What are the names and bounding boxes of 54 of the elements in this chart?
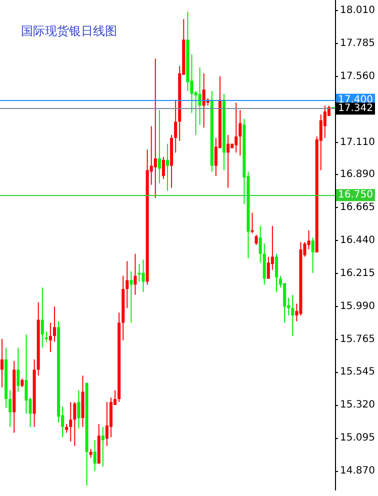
candlestick: [77, 390, 80, 429]
y-tick-label: 15.545: [340, 366, 376, 378]
candlestick: [166, 143, 170, 192]
candlestick: [138, 264, 141, 282]
candlestick: [130, 270, 133, 324]
candlestick: [274, 253, 278, 292]
candlestick: [202, 72, 206, 128]
candlestick: [101, 426, 104, 468]
candlestick: [158, 110, 161, 184]
candlestick: [8, 390, 12, 428]
y-tick-label: 17.110: [340, 136, 376, 148]
y-tick-label: 16.665: [340, 202, 376, 214]
y-tick-label: 15.990: [340, 301, 376, 312]
candlestick: [73, 401, 76, 446]
y-tick-label: 16.890: [340, 169, 376, 180]
candlestick: [0, 338, 4, 388]
candlestick: [16, 347, 20, 392]
text: 国际现货银日线图: [21, 24, 117, 38]
candlestick: [311, 237, 314, 274]
y-tick-label: 17.785: [340, 38, 376, 49]
y-tick-label: 16.215: [340, 268, 376, 280]
candlestick: [174, 99, 178, 154]
candlestick: [93, 440, 96, 472]
candlestick: [105, 401, 108, 446]
y-tick-label: 18.010: [340, 4, 376, 16]
candlestick: [266, 256, 270, 280]
candlestick: [126, 260, 129, 309]
candlestick: [69, 401, 72, 442]
candlestick: [52, 306, 56, 342]
y-tick-label: 17.560: [340, 70, 376, 82]
candlestick: [134, 253, 137, 296]
y-tick-label: 15.320: [340, 399, 376, 410]
candlestick: [154, 58, 157, 199]
candlestick: [250, 212, 254, 234]
candlestick: [142, 259, 145, 292]
y-tick-label: 15.095: [340, 432, 376, 444]
candlestick: [44, 331, 48, 342]
candlestick: [162, 156, 165, 180]
y-tick-label: 15.765: [340, 334, 376, 346]
candlestick: [258, 225, 262, 264]
candlestick: [291, 294, 294, 336]
candlestick: [40, 287, 44, 348]
candlestick: [226, 134, 230, 188]
y-tick-label: 16.440: [340, 235, 376, 246]
candlestick: [48, 322, 52, 353]
ref-line-label: 17.342: [338, 103, 374, 114]
candlestick: [323, 105, 326, 138]
candlestick: [234, 102, 238, 154]
candlestick: [283, 282, 286, 324]
candlestick: [238, 110, 242, 156]
candlestick: [254, 234, 258, 246]
ref-line-label: 16.750: [338, 190, 374, 201]
candlestick: [24, 334, 28, 414]
y-tick-label: 14.870: [340, 465, 376, 476]
